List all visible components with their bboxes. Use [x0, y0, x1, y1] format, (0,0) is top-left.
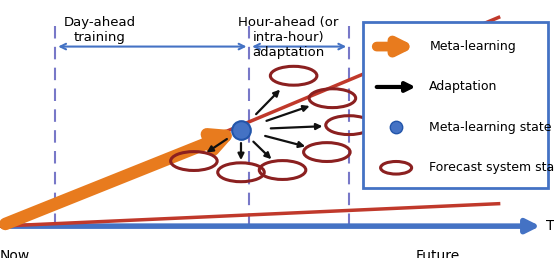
- Text: Hour-ahead (or
intra-hour)
adaptation: Hour-ahead (or intra-hour) adaptation: [238, 16, 338, 59]
- Point: [392, 125, 401, 130]
- FancyBboxPatch shape: [363, 22, 548, 188]
- Text: Future: Future: [416, 249, 460, 258]
- Text: Now: Now: [0, 249, 30, 258]
- Point: [237, 127, 245, 132]
- Text: Meta-learning: Meta-learning: [429, 40, 516, 53]
- Text: Meta-learning state: Meta-learning state: [429, 121, 552, 134]
- Text: Time: Time: [546, 219, 554, 233]
- Text: Power system
uncertainty
boundary: Power system uncertainty boundary: [399, 69, 481, 112]
- Text: Adaptation: Adaptation: [429, 80, 497, 93]
- Text: Day-ahead
training: Day-ahead training: [64, 16, 136, 44]
- Text: Forecast system states: Forecast system states: [429, 161, 554, 174]
